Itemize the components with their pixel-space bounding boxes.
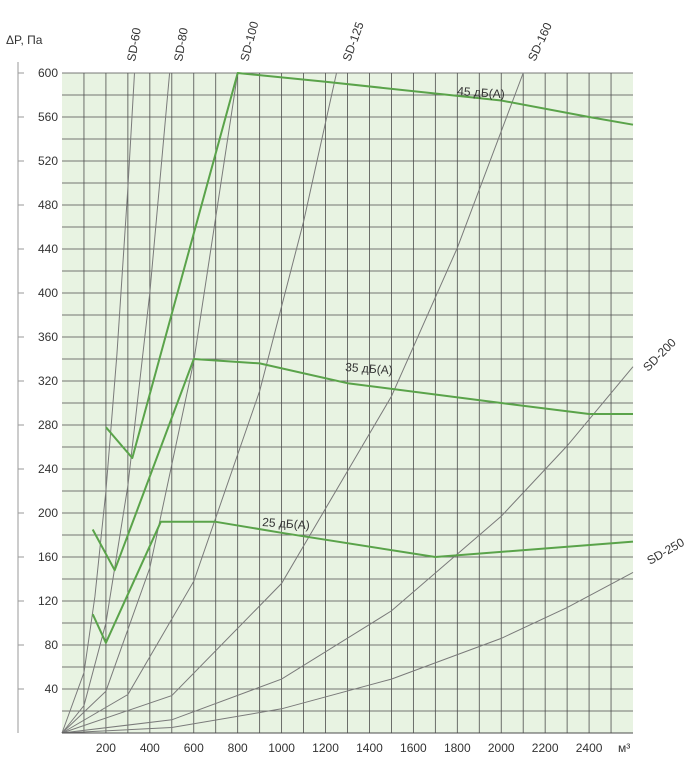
x-tick-label: 2400: [576, 741, 603, 755]
y-tick-label: 440: [38, 242, 58, 256]
x-tick-label: 800: [228, 741, 248, 755]
noise-line-25db: [91, 520, 634, 644]
curve-label-sd-60: SD-60: [124, 26, 144, 62]
y-tick-label: 280: [38, 418, 58, 432]
y-tick-label: 600: [38, 66, 58, 80]
noise-line-35db: [91, 358, 633, 572]
curve-sd-125: [61, 72, 337, 734]
y-tick-label: 200: [38, 506, 58, 520]
y-tick-label: 40: [45, 682, 59, 696]
curve-label-sd-200: SD-200: [640, 335, 679, 374]
curve-label-sd-250: SD-250: [645, 535, 688, 568]
curve-sd-80: [61, 72, 171, 734]
x-axis-unit-label: м³: [618, 741, 630, 755]
y-tick-label: 480: [38, 198, 58, 212]
curve-sd-200: [61, 366, 634, 734]
x-tick-label: 1200: [312, 741, 339, 755]
y-tick-label: 360: [38, 330, 58, 344]
x-tick-label: 400: [140, 741, 160, 755]
y-axis-label: ΔP, Па: [6, 33, 43, 47]
curve-sd-60: [61, 72, 135, 734]
y-tick-label: 320: [38, 374, 58, 388]
curve-label-sd-125: SD-125: [340, 20, 367, 63]
curve-sd-160: [61, 72, 524, 734]
noise-line-45db: [105, 72, 634, 459]
noise-label: 25 дБ(А): [262, 515, 310, 532]
y-tick-label: 560: [38, 110, 58, 124]
x-tick-label: 1000: [268, 741, 295, 755]
y-tick-label: 400: [38, 286, 58, 300]
x-tick-label: 2000: [488, 741, 515, 755]
x-tick-label: 200: [96, 741, 116, 755]
x-tick-label: 1800: [444, 741, 471, 755]
noise-label: 45 дБ(А): [457, 84, 505, 101]
y-tick-label: 240: [38, 462, 58, 476]
x-tick-label: 2200: [532, 741, 559, 755]
noise-label: 35 дБ(А): [345, 360, 393, 377]
curve-label-sd-160: SD-160: [525, 20, 555, 63]
curve-label-sd-100: SD-100: [237, 20, 261, 63]
x-tick-label: 600: [184, 741, 204, 755]
y-tick-label: 120: [38, 594, 58, 608]
x-tick-label: 1600: [400, 741, 427, 755]
x-tick-label: 1400: [356, 741, 383, 755]
y-tick-label: 80: [45, 638, 59, 652]
curve-label-sd-80: SD-80: [171, 26, 191, 62]
y-tick-label: 520: [38, 154, 58, 168]
curve-sd-100: [61, 72, 239, 734]
y-tick-label: 160: [38, 550, 58, 564]
curve-sd-250: [61, 571, 634, 734]
